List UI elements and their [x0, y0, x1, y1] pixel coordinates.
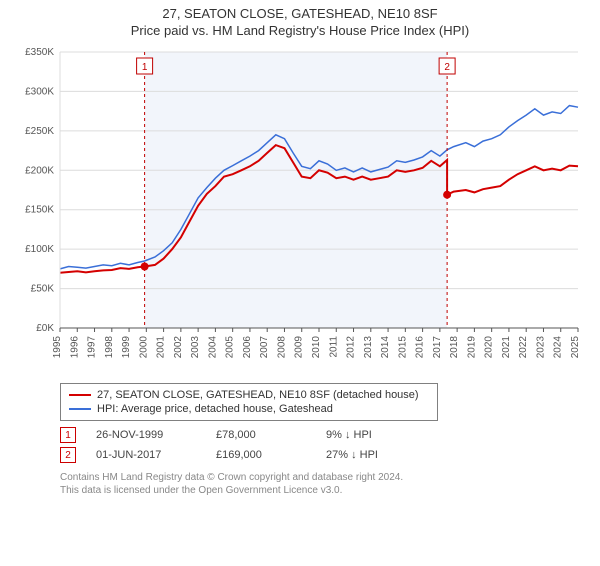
footer-line: This data is licensed under the Open Gov…: [60, 484, 588, 497]
legend-swatch: [69, 394, 91, 396]
sale-price: £169,000: [216, 449, 306, 461]
svg-text:1997: 1997: [87, 336, 98, 359]
svg-text:2001: 2001: [156, 336, 167, 359]
sale-diff: 9% ↓ HPI: [326, 429, 426, 441]
svg-text:£100K: £100K: [25, 244, 54, 255]
svg-text:2002: 2002: [173, 336, 184, 359]
table-row: 1 26-NOV-1999 £78,000 9% ↓ HPI: [60, 425, 588, 445]
svg-text:2018: 2018: [449, 336, 460, 359]
sale-marker-icon: 1: [60, 427, 76, 443]
svg-text:1998: 1998: [104, 336, 115, 359]
chart-subtitle: Price paid vs. HM Land Registry's House …: [0, 23, 600, 38]
svg-text:2024: 2024: [553, 336, 564, 359]
svg-text:2010: 2010: [311, 336, 322, 359]
svg-text:2022: 2022: [518, 336, 529, 359]
svg-text:£0K: £0K: [36, 323, 54, 334]
chart-title: 27, SEATON CLOSE, GATESHEAD, NE10 8SF: [0, 6, 600, 21]
svg-text:2: 2: [444, 62, 450, 73]
svg-text:£250K: £250K: [25, 126, 54, 137]
svg-text:1999: 1999: [121, 336, 132, 359]
svg-text:2000: 2000: [138, 336, 149, 359]
sale-diff: 27% ↓ HPI: [326, 449, 426, 461]
svg-text:2025: 2025: [570, 336, 581, 359]
sales-table: 1 26-NOV-1999 £78,000 9% ↓ HPI 2 01-JUN-…: [60, 425, 588, 465]
svg-text:£50K: £50K: [31, 284, 55, 295]
footer-line: Contains HM Land Registry data © Crown c…: [60, 471, 588, 484]
svg-text:2008: 2008: [276, 336, 287, 359]
legend-item: 27, SEATON CLOSE, GATESHEAD, NE10 8SF (d…: [69, 388, 429, 402]
svg-text:2023: 2023: [535, 336, 546, 359]
svg-text:2005: 2005: [225, 336, 236, 359]
svg-text:1: 1: [142, 62, 148, 73]
svg-text:2015: 2015: [397, 336, 408, 359]
svg-text:1995: 1995: [52, 336, 63, 359]
legend: 27, SEATON CLOSE, GATESHEAD, NE10 8SF (d…: [60, 383, 438, 421]
svg-text:2016: 2016: [415, 336, 426, 359]
chart-area: £0K £50K £100K £150K £200K £250K £300K £350K 199…: [12, 42, 588, 377]
legend-label: HPI: Average price, detached house, Gate…: [97, 403, 333, 415]
sale-marker-icon: 2: [60, 447, 76, 463]
svg-text:2003: 2003: [190, 336, 201, 359]
svg-text:£300K: £300K: [25, 86, 54, 97]
sale-date: 01-JUN-2017: [96, 449, 196, 461]
legend-label: 27, SEATON CLOSE, GATESHEAD, NE10 8SF (d…: [97, 389, 419, 401]
svg-text:2020: 2020: [484, 336, 495, 359]
svg-text:2021: 2021: [501, 336, 512, 359]
svg-text:2004: 2004: [207, 336, 218, 359]
line-chart-svg: £0K £50K £100K £150K £200K £250K £300K £350K 199…: [12, 42, 588, 372]
svg-text:2019: 2019: [466, 336, 477, 359]
svg-text:2014: 2014: [380, 336, 391, 359]
svg-text:2007: 2007: [259, 336, 270, 359]
footer-attribution: Contains HM Land Registry data © Crown c…: [60, 471, 588, 497]
sale-price: £78,000: [216, 429, 306, 441]
svg-text:1996: 1996: [69, 336, 80, 359]
svg-text:£150K: £150K: [25, 205, 54, 216]
sale-date: 26-NOV-1999: [96, 429, 196, 441]
table-row: 2 01-JUN-2017 £169,000 27% ↓ HPI: [60, 445, 588, 465]
svg-text:2006: 2006: [242, 336, 253, 359]
svg-text:2011: 2011: [328, 336, 339, 358]
svg-text:2009: 2009: [294, 336, 305, 359]
legend-swatch: [69, 408, 91, 410]
svg-text:2013: 2013: [363, 336, 374, 359]
legend-item: HPI: Average price, detached house, Gate…: [69, 402, 429, 416]
svg-text:2017: 2017: [432, 336, 443, 359]
svg-text:£200K: £200K: [25, 165, 54, 176]
svg-text:£350K: £350K: [25, 47, 54, 58]
svg-text:2012: 2012: [346, 336, 357, 359]
